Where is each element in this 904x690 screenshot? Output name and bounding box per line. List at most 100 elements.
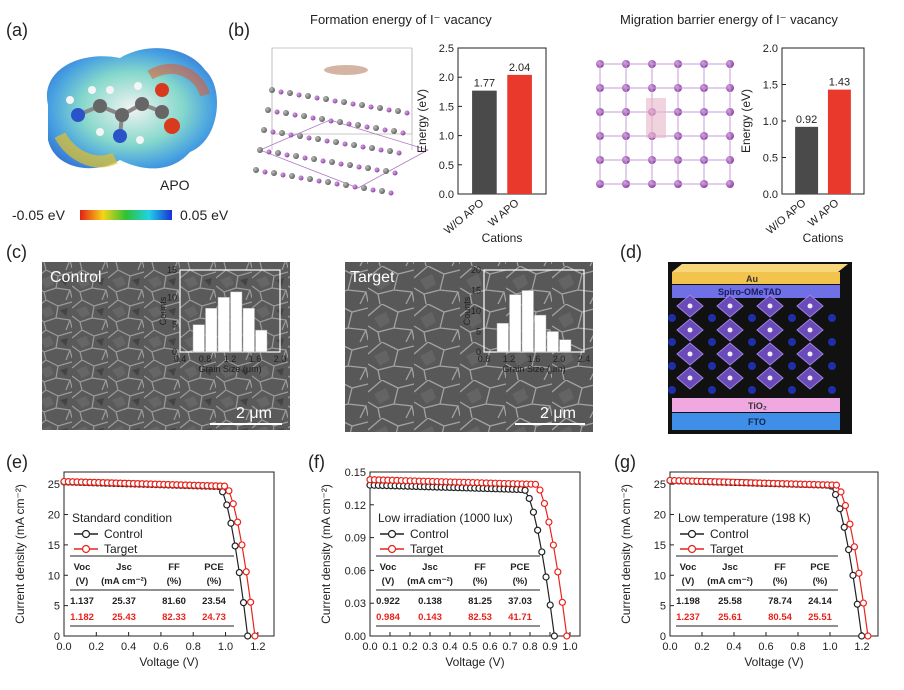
pb-atom	[383, 168, 389, 174]
y-tick-label: 0	[54, 631, 60, 643]
x-tick-label: 1.0	[822, 641, 837, 653]
bar-value-label: 2.04	[509, 62, 530, 74]
migration-title: Migration barrier energy of I⁻ vacancy	[620, 12, 838, 27]
legend-label: Control	[104, 527, 143, 541]
i-atom	[316, 178, 322, 184]
table-header: FF	[168, 562, 180, 573]
x-category-label: W/O APO	[442, 197, 487, 237]
cation-atom	[788, 386, 796, 394]
pb-atom	[325, 179, 331, 185]
i-atom	[404, 110, 410, 116]
i-atom	[302, 155, 308, 161]
pb-atom	[359, 102, 365, 108]
pb-atom	[687, 375, 693, 381]
pb-atom	[377, 105, 383, 111]
jv-point-target	[225, 487, 233, 495]
cation-atom	[708, 362, 716, 370]
panel-d: (d) Au Spiro-OMeTAD TiO₂ FTO	[620, 242, 852, 434]
i-atom	[278, 89, 284, 95]
sem-target-label: Target	[350, 269, 395, 286]
pb-atom	[297, 133, 303, 139]
histogram-bar	[217, 297, 230, 353]
pb-atom	[355, 122, 361, 128]
scale-bar-control-label: 2 μm	[236, 405, 272, 422]
jv-point-target	[837, 488, 845, 496]
jv-point-target	[864, 632, 872, 640]
cation-atom	[828, 362, 836, 370]
i-atom	[374, 167, 380, 173]
jv-point-control	[538, 548, 546, 556]
pb-atom	[315, 136, 321, 142]
y-tick-label: 0.09	[345, 533, 366, 545]
jv-point-control	[227, 519, 235, 527]
x-tick-label: 0.4	[174, 354, 187, 364]
jv-point-control	[853, 600, 861, 608]
jv-point-control	[534, 526, 542, 534]
x-tick-label: 1.6	[249, 354, 262, 364]
legend-label: Target	[410, 542, 444, 556]
bar-w-apo	[827, 89, 851, 194]
panel-label-a: (a)	[6, 20, 28, 40]
i-atom	[314, 95, 320, 101]
layer-tio2	[672, 398, 840, 412]
jv-point-target	[536, 486, 544, 494]
table-unit: (V)	[76, 576, 89, 587]
table-header: Voc	[74, 562, 91, 573]
jv-point-target	[540, 499, 549, 508]
y-axis-label: Current density (mA cm⁻²)	[13, 484, 27, 624]
table-header: PCE	[510, 562, 530, 573]
y-axis-label: Counts	[462, 296, 472, 325]
i-atom	[320, 158, 326, 164]
pb-atom	[379, 188, 385, 194]
cation-atom	[748, 386, 756, 394]
grain-histogram-control: 0.4 0.8 1.2 1.6 2.0 0 5 10 15 Grain Size (μm) Coun…	[158, 265, 286, 374]
jv-point-control	[239, 599, 248, 607]
pb-atom	[767, 351, 773, 357]
table-cell: 81.25	[468, 596, 492, 607]
cation-atom	[828, 314, 836, 322]
pb-atom	[293, 153, 299, 159]
x-tick-label: 0.2	[402, 641, 417, 653]
jv-point-control	[521, 486, 529, 494]
jv-point-target	[554, 568, 562, 576]
cation-atom	[828, 386, 836, 394]
chart-formation-energy: 0.0 0.5 1.0 1.5 2.0 2.5 1.77 W/O APO 2.04 W APOCa…	[415, 43, 547, 245]
bar-wo-apo	[795, 126, 819, 194]
histogram-bar	[192, 324, 205, 353]
cation-atom	[748, 314, 756, 322]
panel-label-c: (c)	[6, 242, 27, 262]
panel-label-g: (g)	[614, 452, 636, 472]
inset-frame	[483, 269, 585, 353]
pb-atom	[391, 128, 397, 134]
y-axis-label: Current density (mA cm⁻²)	[619, 484, 633, 624]
table-cell: 25.43	[112, 612, 136, 623]
y-tick-label: 5	[54, 601, 60, 613]
pb-atom	[373, 125, 379, 131]
jv-point-control	[550, 632, 559, 640]
y-tick-label: 2.5	[439, 43, 454, 55]
y-tick-label: 15	[167, 265, 177, 275]
cation-atom	[708, 386, 716, 394]
pb-atom	[727, 375, 733, 381]
legend-marker	[387, 529, 397, 539]
color-scale-bar	[80, 210, 172, 220]
pb-atom	[369, 145, 375, 151]
legend-marker	[687, 529, 697, 539]
jv-point-control	[836, 505, 844, 513]
legend-marker	[81, 544, 91, 554]
i-atom	[292, 112, 298, 118]
apo-molecule	[66, 82, 180, 144]
x-category-label: W APO	[806, 197, 842, 230]
pb-atom	[727, 351, 733, 357]
pb-atom	[687, 327, 693, 333]
y-tick-label: 10	[654, 570, 666, 582]
apo-label: APO	[160, 177, 190, 193]
inset-frame	[179, 269, 281, 353]
table-unit: (%)	[513, 576, 528, 587]
i-atom	[274, 109, 280, 115]
y-tick-label: 10	[471, 306, 481, 316]
pb-atom	[727, 303, 733, 309]
jv-point-control	[840, 523, 848, 531]
table-cell: 37.03	[508, 596, 532, 607]
y-tick-label: 0.0	[763, 189, 778, 201]
